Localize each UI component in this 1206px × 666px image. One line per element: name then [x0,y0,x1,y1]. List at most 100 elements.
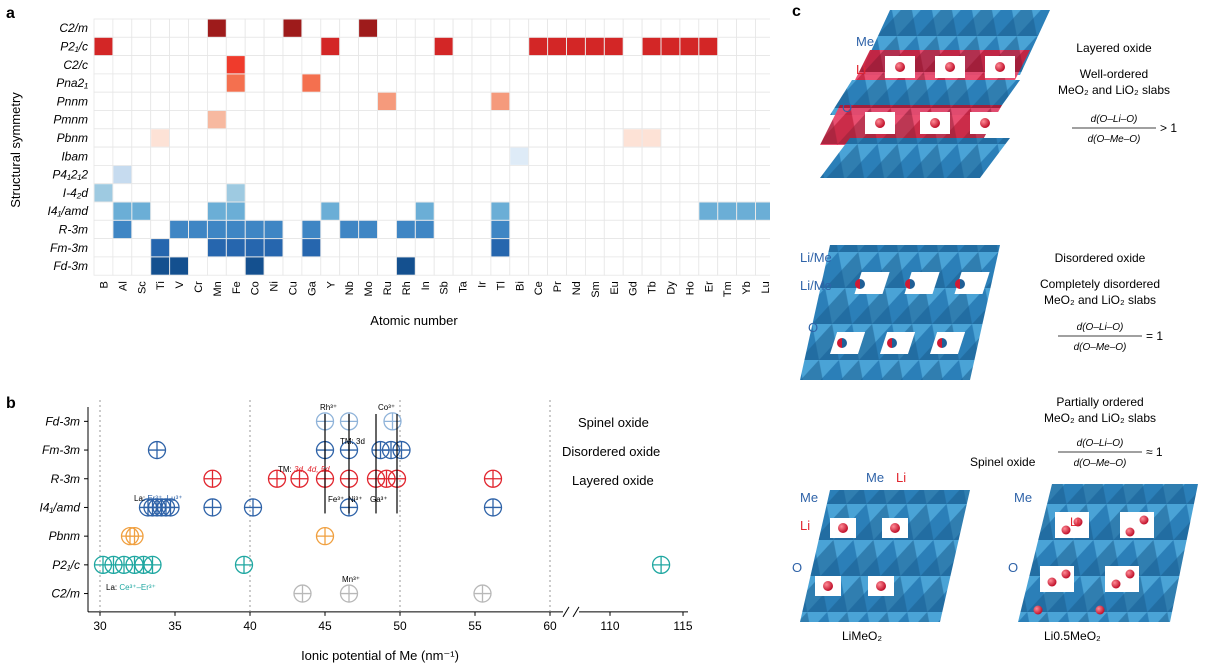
heatmap-cell-bg [263,91,284,111]
heatmap-cell-bg [566,201,586,221]
heatmap-cell-bg [282,238,303,258]
scatter-point [315,526,335,546]
heatmap-cell-tm [718,202,737,220]
heatmap-col-label: Eu [609,281,621,294]
heatmap-cell-fe [226,220,245,239]
heatmap-cell-bg [414,146,435,166]
heatmap-cell-bg [547,219,567,240]
heatmap-cell-bg [452,219,473,240]
heatmap-cell-bg [585,110,605,130]
scatter-row-label: Pbnm [49,529,80,543]
ann-mn3: Mn³⁺ [342,575,360,584]
panel-label-b: b [6,395,16,412]
heatmap-cell-bg [509,91,530,111]
spinel-right-me-label: Me [1014,490,1032,505]
heatmap-cell-bg [150,219,170,240]
heatmap-cell-bg [358,183,378,203]
heatmap-cell-bg [585,201,605,221]
heatmap-cell-bg [698,110,719,130]
heatmap-cell-fe [226,239,245,257]
heatmap-cell-cr [189,220,207,239]
heatmap-cell-bg [263,183,284,203]
heatmap-cell-bg [660,146,681,166]
heatmap-cell-ti [151,129,170,147]
heatmap-cell-bg [566,219,586,240]
scatter-xlabel: Ionic potential of Me (nm⁻¹) [301,648,459,663]
heatmap-cell-bg [490,128,511,148]
heatmap-cell-mo [359,19,377,37]
heatmap-cell-bg [717,91,738,111]
heatmap-cell-bg [736,146,756,166]
scatter-row-label: C2/m [51,587,80,601]
heatmap-cell-v [170,257,188,275]
heatmap-cell-ga [302,220,321,239]
heatmap-cell-bg [188,164,208,185]
heatmap-cell-bg [339,238,360,258]
heatmap-cell-bg [736,219,756,240]
heatmap-cell-bg [263,256,284,276]
heatmap-row-label: Pna2₁ [56,76,88,90]
heatmap-cell-bg [358,201,378,221]
heatmap-cell-bg [547,73,567,93]
heatmap-cell-ga [302,239,321,257]
heatmap-cell-bg [736,110,756,130]
ann-fe3: Fe³⁺ [328,495,344,504]
heatmap-cell-bg [717,256,738,276]
heatmap-cell-bg [414,110,435,130]
spinel-num: d(O–Li–O) [1077,438,1124,449]
heatmap-cell-bg [622,73,643,93]
heatmap-cell-bg [641,256,662,276]
heatmap-cell-bg [528,73,549,93]
heatmap-cell-bg [755,164,770,185]
panel-a: a Structural symmetry C2/m P2₁/c C2/c Pna2₁… [0,0,770,340]
heatmap-cell-bg [301,55,322,75]
heatmap-cell-bg [660,164,681,185]
heatmap-cell-bg [603,238,624,258]
heatmap-row-label: C2/m [59,21,88,35]
heatmap-cell-bg [225,164,246,185]
heatmap-cell-bg [150,91,170,111]
heatmap-cell-tb [642,37,661,56]
heatmap-cell-bg [377,128,397,148]
heatmap-cell-bg [755,91,770,111]
scatter-tick-label: 55 [468,619,482,633]
heatmap-cell-bg [528,201,549,221]
heatmap-cell-sm [585,37,604,56]
heatmap-cell-bg [679,146,700,166]
ann-tm-multi-colored: 3d, 4d, 5d [294,465,330,474]
heatmap-cell-bg [528,146,549,166]
heatmap-cell-bg [169,73,189,93]
scatter-point [203,498,222,517]
heatmap-cell-bg [509,183,530,203]
heatmap-cell-bg [263,201,284,221]
heatmap-cell-bg [339,36,360,56]
heatmap-cell-bg [490,164,511,185]
heatmap-cell-bg [263,128,284,148]
heatmap-cell-bg [169,238,189,258]
heatmap-cell-bg [603,73,624,93]
heatmap-cell-bg [169,18,189,38]
heatmap-cell-bg [433,219,454,240]
heatmap-col-label: Nb [344,281,356,295]
heatmap-cell-bg [622,256,643,276]
heatmap-cell-bg [395,18,416,38]
heatmap-cell-bg [679,18,700,38]
heatmap-cell-bg [622,18,643,38]
scatter-row-label: P2₁/c [52,558,80,572]
heatmap-cell-bg [603,146,624,166]
heatmap-cell-bg [320,128,341,148]
heatmap-col-label: Tl [495,281,507,290]
heatmap-cell-sb [434,37,453,56]
heatmap-cell-bg [414,91,435,111]
heatmap-cell-bg [490,256,511,276]
heatmap-cell-bg [433,164,454,185]
heatmap-cell-bg [622,55,643,75]
heatmap-cell-bg [547,55,567,75]
heatmap-cell-bg [93,18,114,38]
heatmap-cell-bg [717,128,738,148]
heatmap-cell-bg [736,183,756,203]
heatmap-cell-bg [150,73,170,93]
heatmap-cell-bg [206,146,227,166]
scatter-point [243,498,263,517]
heatmap-cell-bg [641,238,662,258]
